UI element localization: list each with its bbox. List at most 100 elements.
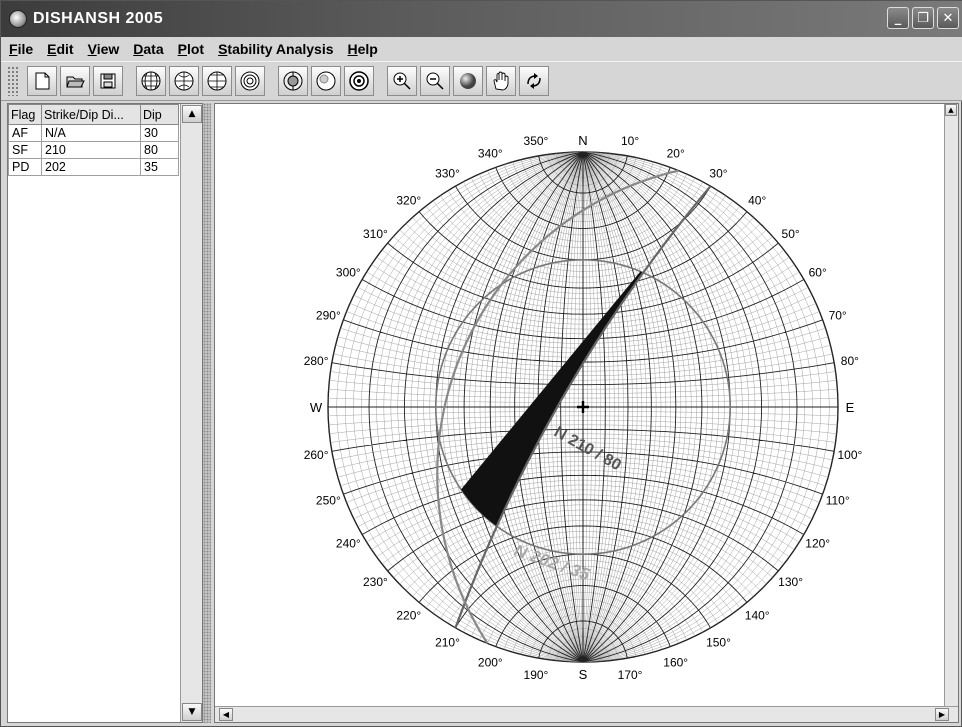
pole-net-icon: [316, 71, 336, 91]
degree-label: 300°: [336, 266, 361, 280]
table-row[interactable]: PD 202 35: [8, 158, 179, 176]
table-cell[interactable]: 80: [140, 141, 179, 159]
table-cell[interactable]: 202: [41, 158, 141, 176]
menu-file[interactable]: File: [9, 41, 34, 57]
open-button[interactable]: [60, 66, 90, 96]
column-header-flag[interactable]: Flag: [8, 104, 42, 125]
degree-label: 80°: [841, 354, 859, 368]
table-cell[interactable]: 35: [140, 158, 179, 176]
wulff-net-button[interactable]: [202, 66, 232, 96]
degree-label: 30°: [709, 166, 727, 180]
table-cell[interactable]: AF: [8, 124, 42, 142]
scroll-up-button[interactable]: ▲: [182, 105, 202, 123]
menu-edit[interactable]: Edit: [47, 41, 74, 57]
polar-net-icon: [174, 71, 194, 91]
friction-circle: [434, 258, 732, 556]
degree-label: 110°: [826, 494, 850, 508]
plane-great-circle-pd: [436, 169, 679, 644]
scroll-right-button[interactable]: ▶: [935, 708, 949, 721]
degree-label: 290°: [316, 308, 341, 322]
table-cell[interactable]: N/A: [41, 124, 141, 142]
degree-label: 10°: [621, 134, 639, 148]
scroll-left-button[interactable]: ◀: [219, 708, 233, 721]
polar-net-button[interactable]: [169, 66, 199, 96]
title-bar[interactable]: DISHANSH 2005 _ ❐ ✕: [1, 1, 962, 37]
contour-net-button[interactable]: [344, 66, 374, 96]
degree-label: 350°: [524, 134, 549, 148]
menu-plot[interactable]: Plot: [177, 41, 205, 57]
hand-pan-icon: [493, 71, 509, 91]
plane-great-circle-sf: [454, 185, 712, 629]
scroll-down-button[interactable]: ▼: [182, 703, 202, 721]
daylight-envelope-region: [435, 259, 711, 555]
zoom-in-icon: [393, 72, 411, 90]
degree-label: 200°: [478, 656, 503, 670]
degree-label: 260°: [304, 448, 329, 462]
degree-label: 60°: [809, 266, 827, 280]
wulff-net-icon: [207, 71, 227, 91]
new-button[interactable]: [27, 66, 57, 96]
table-cell[interactable]: 210: [41, 141, 141, 159]
degree-label: 330°: [435, 166, 460, 180]
equal-area-net-button[interactable]: [136, 66, 166, 96]
table-cell[interactable]: SF: [8, 141, 42, 159]
degree-label: 140°: [745, 609, 770, 623]
column-header-dip[interactable]: Dip: [140, 104, 179, 125]
plot-canvas[interactable]: N 210 / 80 N 202 / 35 10° 20° 30° 40° 50° 60° 70…: [214, 103, 959, 723]
center-cross-icon: [577, 401, 589, 413]
table-row[interactable]: AF N/A 30: [8, 124, 179, 142]
degree-label: 130°: [778, 575, 803, 589]
menu-stability-analysis[interactable]: Stability Analysis: [218, 41, 334, 57]
arrow-up-icon: ▲: [188, 109, 196, 119]
arrow-down-icon: ▼: [188, 707, 196, 717]
degree-label: 310°: [363, 227, 388, 241]
degree-label: 150°: [706, 636, 731, 650]
data-table: Flag Strike/Dip Di... Dip AF N/A 30 SF 2…: [8, 104, 179, 176]
degree-label: 20°: [667, 146, 685, 160]
save-button[interactable]: [93, 66, 123, 96]
equal-area-net-icon: [141, 71, 161, 91]
pan-button[interactable]: [486, 66, 516, 96]
sphere-button[interactable]: [453, 66, 483, 96]
menu-bar: File Edit View Data Plot Stability Analy…: [1, 37, 962, 61]
zoom-out-button[interactable]: [420, 66, 450, 96]
concentric-net-button[interactable]: [235, 66, 265, 96]
degree-label: 250°: [316, 494, 341, 508]
menu-help[interactable]: Help: [347, 41, 378, 57]
minimize-button[interactable]: _: [887, 7, 909, 29]
menu-view[interactable]: View: [87, 41, 120, 57]
degree-label: 50°: [782, 227, 800, 241]
canvas-vertical-scrollbar[interactable]: ▲: [944, 104, 958, 706]
restore-button[interactable]: ❐: [912, 7, 934, 29]
zoom-in-button[interactable]: [387, 66, 417, 96]
schmidt-net-button[interactable]: [278, 66, 308, 96]
toolbar-grip[interactable]: [7, 66, 19, 96]
app-icon: [9, 10, 27, 28]
restore-icon: ❐: [917, 10, 929, 26]
degree-label: 40°: [748, 193, 766, 207]
window-title: DISHANSH 2005: [33, 10, 164, 27]
stereonet-plot[interactable]: N 210 / 80N 202 / 3510°20°30°40°50°60°70…: [215, 104, 945, 704]
column-header-strike[interactable]: Strike/Dip Di...: [41, 104, 141, 125]
sphere-icon: [460, 73, 476, 89]
close-button[interactable]: ✕: [937, 7, 959, 29]
open-folder-icon: [66, 76, 85, 88]
panel-splitter[interactable]: [203, 103, 211, 723]
pole-net-button[interactable]: [311, 66, 341, 96]
rotate-button[interactable]: [519, 66, 549, 96]
degree-label: 230°: [363, 575, 388, 589]
menu-data[interactable]: Data: [133, 41, 164, 57]
table-vertical-scrollbar[interactable]: ▲ ▼: [180, 104, 202, 722]
canvas-horizontal-scrollbar[interactable]: ◀ ▶: [215, 706, 958, 722]
canvas-scroll-up-button[interactable]: ▲: [945, 104, 957, 116]
degree-label: 100°: [837, 448, 862, 462]
schmidt-net-icon: [283, 71, 303, 91]
arrow-right-icon: ▶: [938, 710, 946, 719]
table-cell[interactable]: 30: [140, 124, 179, 142]
cardinal-label-w: W: [310, 400, 323, 415]
table-cell[interactable]: PD: [8, 158, 42, 176]
degree-label: 160°: [663, 656, 688, 670]
degree-label: 190°: [524, 668, 549, 682]
table-row[interactable]: SF 210 80: [8, 141, 179, 159]
